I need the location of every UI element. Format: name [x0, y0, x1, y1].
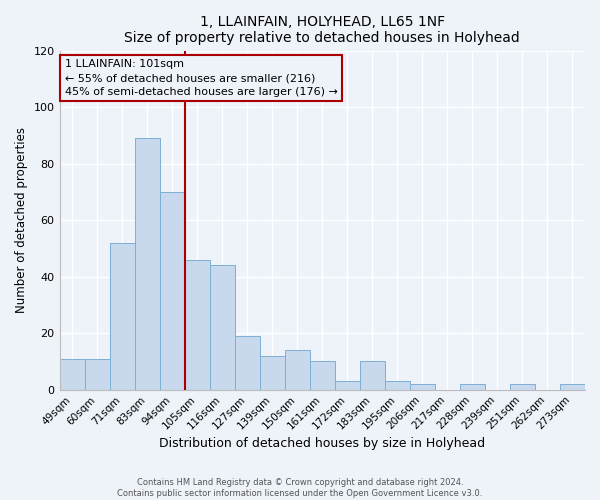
- Text: Contains HM Land Registry data © Crown copyright and database right 2024.
Contai: Contains HM Land Registry data © Crown c…: [118, 478, 482, 498]
- Bar: [85, 358, 110, 390]
- Text: 1 LLAINFAIN: 101sqm
← 55% of detached houses are smaller (216)
45% of semi-detac: 1 LLAINFAIN: 101sqm ← 55% of detached ho…: [65, 59, 337, 97]
- Bar: [285, 350, 310, 390]
- Bar: [134, 138, 160, 390]
- X-axis label: Distribution of detached houses by size in Holyhead: Distribution of detached houses by size …: [159, 437, 485, 450]
- Bar: [209, 266, 235, 390]
- Bar: [335, 381, 360, 390]
- Bar: [110, 242, 134, 390]
- Bar: [185, 260, 209, 390]
- Bar: [59, 358, 85, 390]
- Bar: [360, 362, 385, 390]
- Bar: [460, 384, 485, 390]
- Bar: [310, 362, 335, 390]
- Title: 1, LLAINFAIN, HOLYHEAD, LL65 1NF
Size of property relative to detached houses in: 1, LLAINFAIN, HOLYHEAD, LL65 1NF Size of…: [124, 15, 520, 45]
- Bar: [410, 384, 435, 390]
- Bar: [510, 384, 535, 390]
- Bar: [260, 356, 285, 390]
- Bar: [560, 384, 585, 390]
- Y-axis label: Number of detached properties: Number of detached properties: [15, 127, 28, 313]
- Bar: [385, 381, 410, 390]
- Bar: [235, 336, 260, 390]
- Bar: [160, 192, 185, 390]
